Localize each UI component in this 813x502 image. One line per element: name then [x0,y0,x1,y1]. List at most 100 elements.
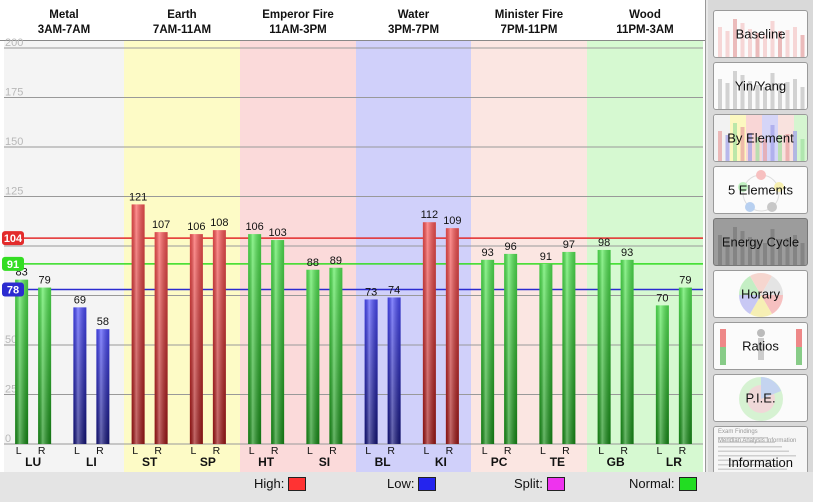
view-button-by-element[interactable]: By Element [713,114,808,162]
bar-value-sp-l: 106 [187,221,205,233]
bar-value-si-l: 88 [307,257,319,269]
bar-shine-ki-r [445,228,459,444]
meridian-label-ki: KI [435,455,447,469]
bar-shine-sp-l [189,234,203,444]
view-button-label: Baseline [735,26,786,42]
side-label-sp-l: L [190,445,196,457]
view-thumbnail-dark-bars [714,219,807,265]
bar-shine-ht-l [248,234,262,444]
legend-label-high: High: [254,476,285,491]
side-label-ki-r: R [446,445,454,457]
legend-item-normal: Normal: [629,476,697,491]
side-label-gb-r: R [620,445,628,457]
meridian-label-ht: HT [258,455,275,469]
side-label-te-r: R [562,445,570,457]
legend-swatch-normal [678,476,697,491]
info-preview-line: Exam Findings [718,429,758,435]
bar-value-li-r: 58 [97,316,109,328]
view-button-horary[interactable]: Horary [713,270,808,318]
meridian-label-te: TE [550,455,565,469]
bar-shine-li-r [96,329,110,444]
view-thumbnail-bands [714,115,807,161]
band-header-6 [587,0,703,40]
view-thumbnail-ratio-figure [714,323,807,369]
side-label-li-r: R [96,445,104,457]
view-button-yin-yang[interactable]: Yin/Yang [713,62,808,110]
bar-value-ht-r: 103 [268,227,286,239]
view-button-baseline[interactable]: Baseline [713,10,808,58]
view-button-5-elements[interactable]: 5 Elements [713,166,808,214]
band-name-3: Emperor Fire [262,9,334,21]
view-thumbnail-bars-gray [714,63,807,109]
view-button-label: 5 Elements [727,182,794,198]
bar-shine-st-l [131,204,145,444]
view-button-label: Information [727,455,794,470]
bar-value-te-l: 91 [540,251,552,263]
view-button-label: Yin/Yang [734,78,787,94]
meridian-label-li: LI [86,455,97,469]
bar-value-bl-r: 74 [388,284,400,296]
bar-shine-st-r [154,232,168,444]
y-tick-50: 50 [5,334,17,346]
band-name-5: Minister Fire [495,9,563,21]
side-label-bl-l: L [365,445,371,457]
legend-swatch-split [546,476,565,491]
bar-shine-ht-r [271,240,285,444]
side-label-lr-l: L [656,445,662,457]
bar-value-gb-r: 93 [621,247,633,259]
y-tick-25: 25 [5,384,17,396]
bar-value-li-l: 69 [74,294,86,306]
band-time-3: 11AM-3PM [269,24,327,36]
view-thumbnail-document [714,427,807,473]
bar-shine-te-r [562,251,576,444]
bar-value-ki-r: 109 [443,215,461,227]
bar-shine-lr-r [678,287,692,444]
view-button-label: P.I.E. [745,390,776,406]
meridian-label-gb: GB [607,455,625,469]
view-button-ratios[interactable]: Ratios [713,322,808,370]
y-tick-175: 175 [5,87,23,99]
band-time-4: 3PM-7PM [388,24,439,36]
threshold-badge-78 [2,282,24,297]
view-button-information[interactable]: Exam Findings Meridian Analysis Informati… [713,426,808,474]
bar-value-lr-r: 79 [679,275,691,287]
band-header-5 [471,0,587,40]
meridian-label-sp: SP [200,455,216,469]
view-sidebar: Baseline Yin/Yang By Element 5 Elements Ener… [708,0,813,474]
side-label-lu-l: L [16,445,22,457]
bar-value-si-r: 89 [330,255,342,267]
band-time-6: 11PM-3AM [616,24,674,36]
bar-value-ki-l: 112 [421,209,439,221]
side-label-pc-l: L [482,445,488,457]
view-button-label: Ratios [742,338,779,354]
meridian-label-lr: LR [666,455,682,469]
side-label-pc-r: R [504,445,512,457]
bar-shine-bl-r [387,297,401,444]
band-header-3 [240,0,356,40]
band-time-5: 7PM-11PM [501,24,558,36]
y-tick-0: 0 [5,433,11,445]
view-button-p-i-e[interactable]: P.I.E. [713,374,808,422]
bar-shine-lu-l [15,279,29,444]
side-label-lu-r: R [38,445,46,457]
band-name-4: Water [398,9,430,21]
bar-value-gb-l: 98 [598,237,610,249]
info-preview-line: Meridian Analysis Information [718,438,797,444]
legend-swatch-high [288,476,307,491]
bar-shine-li-l [73,307,87,444]
legend-item-low: Low: [387,476,437,491]
bar-value-sp-r: 108 [210,217,228,229]
legend-label-normal: Normal: [629,476,675,491]
side-label-si-l: L [307,445,313,457]
side-label-st-l: L [132,445,138,457]
view-button-energy-cycle[interactable]: Energy Cycle [713,218,808,266]
legend-item-split: Split: [514,476,565,491]
view-thumbnail-pie-ring [714,375,807,421]
legend-swatch-low [418,476,437,491]
bar-value-ht-l: 106 [245,221,263,233]
band-name-6: Wood [629,9,661,21]
bar-value-te-r: 97 [563,239,575,251]
side-label-ht-l: L [249,445,255,457]
band-header-2 [124,0,240,40]
side-label-sp-r: R [213,445,221,457]
